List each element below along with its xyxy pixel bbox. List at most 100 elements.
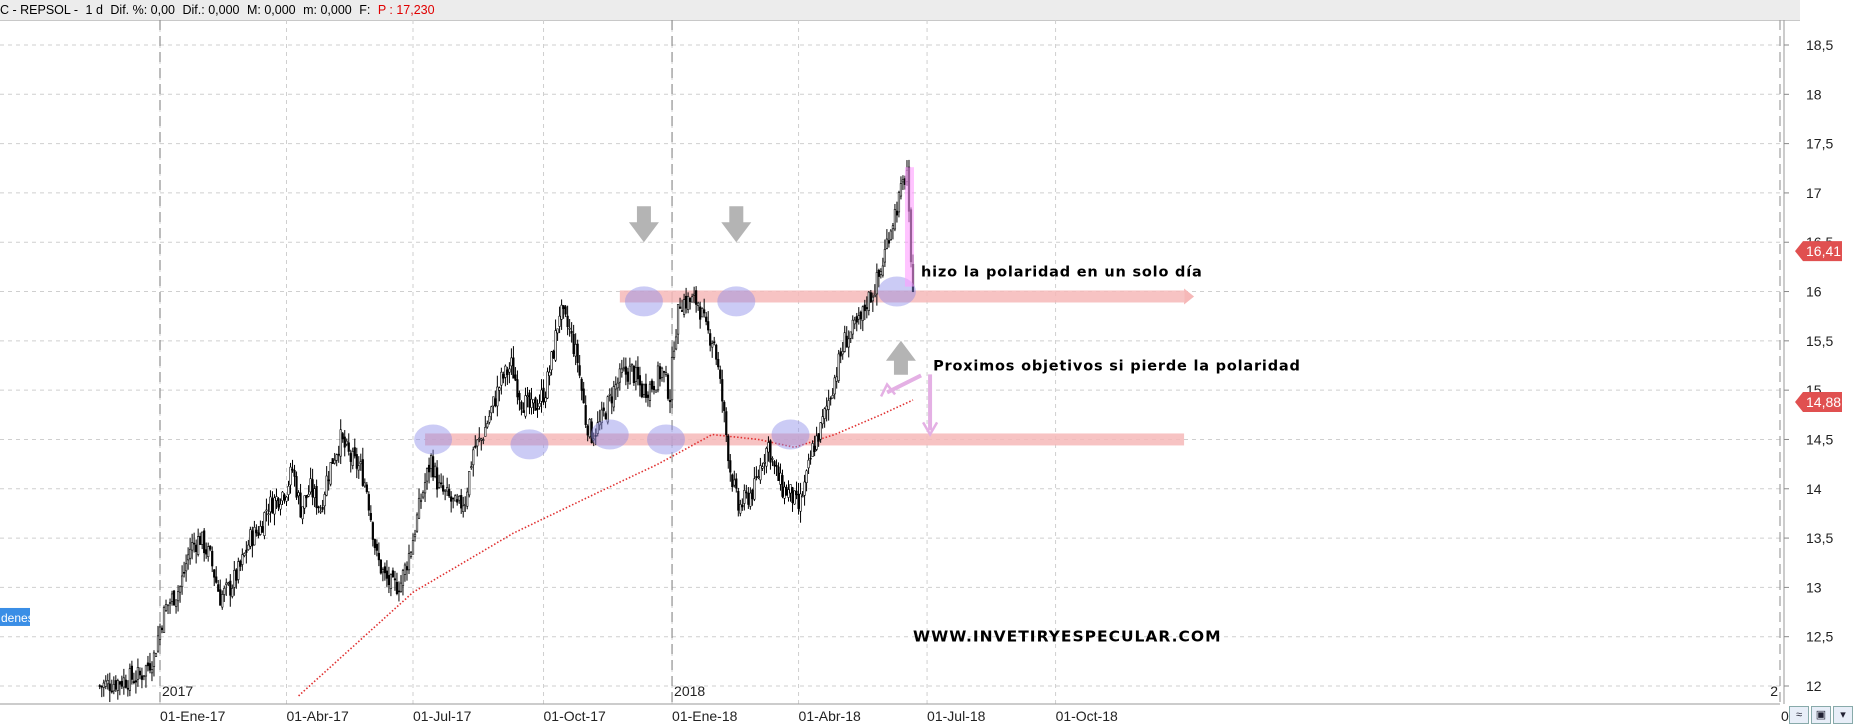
candle-body (100, 685, 103, 688)
candle (857, 307, 860, 325)
candle (309, 467, 312, 495)
candle-body (136, 667, 140, 680)
x-tick-label: 01-Oct-18 (1056, 708, 1118, 724)
candle-body (283, 494, 286, 501)
candle-body (502, 374, 505, 379)
candle (847, 330, 850, 358)
candle-body (550, 351, 553, 371)
candle-body (612, 386, 615, 408)
candle (158, 623, 162, 646)
candle (307, 485, 310, 498)
y-tick-label: 17 (1806, 185, 1822, 201)
candle (668, 389, 672, 414)
candle-body (558, 315, 561, 327)
candle (779, 463, 782, 491)
candle-body (118, 681, 121, 685)
candle (676, 304, 680, 345)
candle (604, 411, 607, 420)
candle (319, 504, 322, 514)
candle-body (454, 495, 457, 502)
candle (500, 367, 503, 395)
y-tick-label: 17,5 (1806, 136, 1833, 152)
price-tag-shape (1795, 241, 1842, 262)
candle (807, 453, 810, 475)
candle (357, 456, 360, 479)
candle (614, 376, 617, 400)
candle-body (476, 439, 479, 447)
candle (122, 668, 125, 695)
candle (819, 422, 822, 443)
candle (365, 481, 368, 494)
candle-body (116, 680, 119, 691)
candle (361, 447, 364, 487)
candle-body (172, 590, 176, 606)
candle (329, 462, 332, 487)
candle (423, 473, 427, 502)
candle-body (353, 447, 356, 457)
candle-body (654, 389, 658, 393)
candle-body (482, 439, 485, 441)
candle-body (128, 668, 131, 691)
candle (458, 495, 461, 504)
candle (518, 390, 521, 411)
save-icon[interactable]: ▣ (1811, 706, 1831, 724)
x-tick-label: 01-Ene-17 (160, 708, 226, 724)
y-tick-label: 13 (1806, 579, 1822, 595)
candle-body (460, 495, 463, 509)
candle-body (134, 680, 138, 683)
candle (231, 584, 234, 599)
candle-body (546, 371, 549, 399)
candle (267, 503, 270, 526)
candle (323, 491, 326, 515)
highlight-circle (414, 424, 453, 455)
f-label: F: (359, 3, 371, 17)
candle-body (588, 419, 591, 438)
candle-body (638, 375, 642, 386)
candle (351, 447, 354, 470)
candle (757, 469, 760, 480)
candle-body (98, 685, 101, 687)
candle-body (193, 542, 196, 545)
candle (281, 491, 284, 505)
candle-body (861, 306, 864, 321)
candle-body (713, 341, 716, 344)
candle-body (168, 602, 172, 604)
candle-body (409, 552, 413, 557)
candle (164, 599, 168, 612)
candle (787, 480, 790, 502)
candle-body (182, 571, 186, 574)
candle-body (333, 459, 336, 464)
candle (279, 498, 282, 516)
candle (797, 482, 800, 515)
candle (594, 428, 597, 446)
candle (568, 319, 571, 337)
candle (821, 409, 824, 429)
candle (899, 176, 903, 200)
candle-body (871, 296, 874, 302)
candle-body (458, 495, 461, 501)
candle (369, 505, 372, 522)
candle (739, 499, 742, 517)
candle (180, 565, 184, 595)
candle-body (741, 504, 744, 508)
side-tag-label: denes (1, 611, 34, 625)
candle-body (249, 529, 252, 547)
candle-body (682, 299, 686, 315)
candle (446, 477, 449, 497)
candle (644, 373, 648, 403)
candle-body (343, 436, 346, 448)
candle (731, 473, 734, 492)
candle (781, 469, 784, 499)
candle-body (273, 497, 276, 515)
candle-body (363, 482, 366, 487)
candle (632, 364, 635, 386)
candle (610, 387, 613, 415)
candle-body (112, 684, 115, 692)
candle (227, 581, 230, 587)
candle-body (701, 308, 704, 318)
scroll-icon[interactable]: ≈ (1789, 706, 1809, 724)
candle (887, 232, 891, 248)
dropdown-icon[interactable]: ▾ (1833, 706, 1853, 724)
candle (498, 386, 501, 402)
